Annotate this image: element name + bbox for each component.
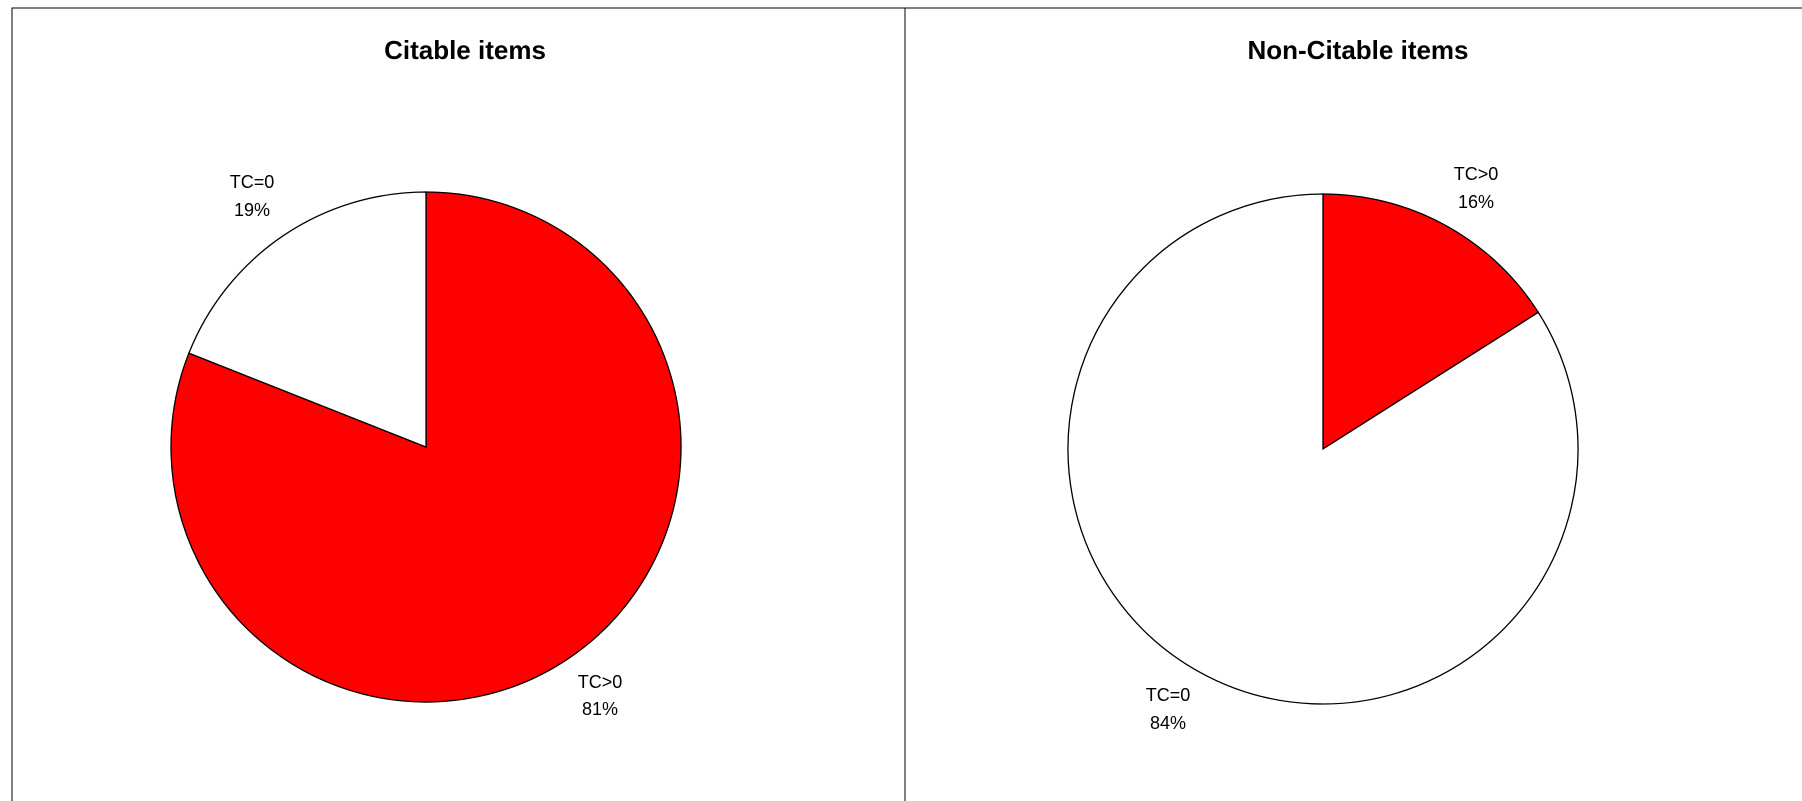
slice-label-tc-eq-0: TC=0 19% [230,172,275,220]
pie [170,191,682,703]
slice-label-value: 84% [1150,713,1186,733]
slice-label-tc-gt-0: TC>0 81% [578,672,623,719]
slice-label-name: TC=0 [1146,685,1191,705]
slice-label-tc-gt-0: TC>0 16% [1454,164,1499,212]
panel-citable: Citable items TC>0 81% TC=0 19% [11,7,906,801]
panel-non-citable: Non-Citable items TC>0 16% TC=0 84% [904,7,1802,801]
pie-slice-tc-eq-0 [188,191,427,448]
slice-label-name: TC=0 [230,172,275,192]
slice-label-value: 16% [1458,192,1494,212]
slice-label-name: TC>0 [578,672,623,692]
pie-slice-tc-gt-0 [1322,193,1540,451]
chart-title: Citable items [384,35,546,65]
slice-label-value: 19% [234,200,270,220]
slice-label-value: 81% [582,699,618,719]
pie-slice-tc-eq-0 [1067,193,1579,705]
slice-label-name: TC>0 [1454,164,1499,184]
pie [1067,193,1579,705]
slice-label-tc-eq-0: TC=0 84% [1146,685,1191,733]
chart-title: Non-Citable items [1247,35,1468,65]
